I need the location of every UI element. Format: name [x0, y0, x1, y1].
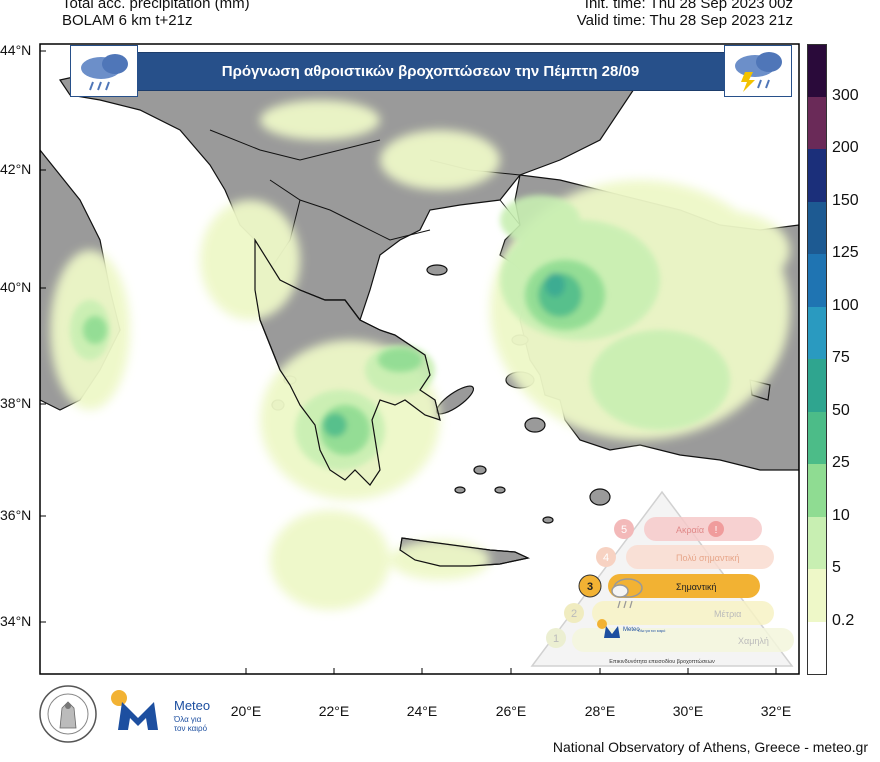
colorbar-swatch: [807, 44, 827, 97]
forecast-banner: Πρόγνωση αθροιστικών βροχοπτώσεων την Πέ…: [136, 52, 725, 91]
colorbar-swatch: [807, 359, 827, 412]
pyramid-level-1: 1 Χαμηλή: [546, 628, 794, 652]
pyramid-caption: Επικινδυνότητα επεισοδίου βροχοπτώσεων: [609, 658, 715, 665]
rhodes-island: [589, 488, 611, 506]
thassos-island: [426, 264, 448, 276]
colorbar-swatch: [807, 464, 827, 517]
dodecanese-island: [542, 516, 554, 524]
rain-cloud-icon: [611, 578, 643, 609]
colorbar-label: 5: [832, 559, 841, 576]
colorbar-swatch: [807, 201, 827, 255]
colorbar-label: 0.2: [832, 611, 855, 629]
pyramid-level-3-num: 3: [587, 581, 593, 593]
lat-label-34: 34°N: [0, 613, 32, 629]
colorbar-swatch: [807, 254, 827, 307]
meteo-sub2: τον καιρό: [174, 724, 208, 733]
meteo-logo: Meteo Όλα για τον καιρό: [111, 690, 210, 733]
pyramid-level-2: 2 Μέτρια: [564, 601, 774, 625]
colorbar-swatch: [807, 411, 827, 465]
colorbar-swatch: [807, 306, 827, 360]
cyclades-island: [454, 486, 466, 494]
lat-label-38: 38°N: [0, 395, 32, 411]
colorbar-swatch: [807, 516, 827, 570]
pyramid-level-3: 3 Σημαντική: [578, 574, 760, 598]
product-title: Total acc. precipitation (mm): [62, 0, 250, 12]
lon-label-28: 28°E: [584, 703, 616, 719]
pyramid-level-4-num: 4: [603, 552, 609, 564]
thunderstorm-icon: [724, 45, 792, 97]
header-left: Total acc. precipitation (mm) BOLAM 6 km…: [62, 0, 250, 29]
colorbar-swatch: [807, 569, 827, 622]
pyramid-level-5-label: Ακραία: [676, 525, 704, 535]
colorbar-label: 125: [832, 244, 859, 261]
colorbar-label: 300: [832, 86, 859, 104]
lat-label-44: 44°N: [0, 42, 32, 58]
colorbar-label: 100: [832, 296, 859, 314]
pyramid-level-1-num: 1: [553, 633, 559, 645]
meteo-brand: Meteo: [174, 698, 210, 713]
colorbar-label: 200: [832, 139, 859, 156]
pyramid-level-4-label: Πολύ σημαντική: [676, 553, 740, 563]
pyramid-brand: Meteo: [623, 627, 640, 633]
colorbar-label: 50: [832, 401, 850, 419]
lon-label-22: 22°E: [318, 703, 350, 719]
lon-label-30: 30°E: [672, 703, 704, 719]
lon-label-26: 26°E: [495, 703, 527, 719]
init-time: Init. time: Thu 28 Sep 2023 00z: [584, 0, 793, 12]
meteo-logo-small: Meteo Όλα για τον καιρό: [597, 619, 665, 638]
svg-text:!: !: [715, 525, 718, 536]
map-frame: [39, 43, 800, 675]
hazard-pyramid: 5 Ακραία ! 4 Πολύ σημαντική 3 Σημαντική …: [530, 490, 794, 667]
naxos-island: [473, 465, 487, 475]
noa-seal-logo: [39, 685, 97, 743]
lon-label-32: 32°E: [760, 703, 792, 719]
meteo-sub1: Όλα για: [173, 715, 202, 724]
precip-heavy: [83, 260, 605, 455]
pyramid-brand-sub: Όλα για τον καιρό: [637, 629, 665, 633]
pyramid-level-5-num: 5: [621, 524, 627, 536]
lon-label-24: 24°E: [406, 703, 438, 719]
pyramid-level-5: 5 Ακραία !: [614, 517, 762, 541]
lat-label-40: 40°N: [0, 279, 32, 295]
colorbar-swatch: [807, 621, 827, 675]
cyclades-island-2: [494, 486, 506, 494]
banner-title: Πρόγνωση αθροιστικών βροχοπτώσεων την Πέ…: [221, 63, 640, 80]
pyramid-level-1-label: Χαμηλή: [738, 636, 769, 646]
header-right: Init. time: Thu 28 Sep 2023 00z Valid ti…: [577, 0, 793, 29]
colorbar-label: 150: [832, 191, 859, 209]
model-run: BOLAM 6 km t+21z: [62, 12, 193, 29]
footer-credit: National Observatory of Athens, Greece -…: [552, 739, 868, 755]
lat-label-42: 42°N: [0, 161, 32, 177]
colorbar-label: 25: [832, 454, 850, 471]
colorbar-label: 75: [832, 349, 850, 366]
pyramid-level-2-label: Μέτρια: [714, 609, 741, 619]
valid-time: Valid time: Thu 28 Sep 2023 21z: [576, 12, 793, 29]
rain-cloud-icon: [70, 45, 138, 97]
pyramid-level-2-num: 2: [571, 608, 577, 620]
lat-label-36: 36°N: [0, 507, 32, 523]
axis-ticks: [40, 50, 777, 674]
coastlines: [254, 237, 530, 567]
chios-island: [524, 417, 546, 433]
colorbar-label: 10: [832, 506, 850, 524]
colorbar-swatch: [807, 149, 827, 202]
colorbar-swatch: [807, 96, 827, 150]
lon-label-20: 20°E: [230, 703, 262, 719]
pyramid-level-3-label: Σημαντική: [676, 582, 717, 592]
pyramid-level-4: 4 Πολύ σημαντική: [596, 545, 774, 569]
